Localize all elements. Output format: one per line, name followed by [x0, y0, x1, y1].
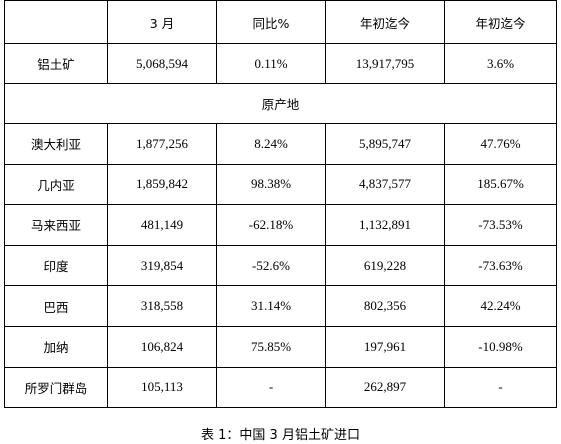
- table-row: 巴西 318,558 31.14% 802,356 42.24%: [4, 285, 557, 327]
- column-header: [4, 0, 108, 44]
- table-cell: 31.14%: [216, 285, 326, 327]
- table-cell: -73.53%: [444, 204, 557, 246]
- table-cell: 802,356: [325, 285, 445, 327]
- row-label: 巴西: [4, 285, 108, 327]
- table-cell: 13,917,795: [325, 43, 445, 84]
- row-label: 印度: [4, 244, 108, 287]
- total-row: 铝土矿 5,068,594 0.11% 13,917,795 3.6%: [4, 43, 557, 84]
- table-row: 澳大利亚 1,877,256 8.24% 5,895,747 47.76%: [4, 123, 557, 165]
- table-cell: 1,859,842: [107, 163, 217, 206]
- table-cell: 8.24%: [216, 123, 326, 165]
- column-header: 年初迄今: [325, 0, 445, 44]
- table-cell: 319,854: [107, 244, 217, 287]
- table-row: 加纳 106,824 75.85% 197,961 -10.98%: [4, 325, 557, 368]
- row-label: 加纳: [4, 325, 108, 368]
- row-label: 所罗门群岛: [4, 366, 108, 409]
- table-cell: -: [444, 366, 557, 409]
- table-row: 印度 319,854 -52.6% 619,228 -73.63%: [4, 244, 557, 287]
- table-cell: 1,132,891: [325, 204, 445, 246]
- column-header: 3 月: [107, 0, 217, 44]
- table-cell: -52.6%: [216, 244, 326, 287]
- table-cell: -73.63%: [444, 244, 557, 287]
- table-cell: 5,068,594: [107, 43, 217, 84]
- table-cell: 197,961: [325, 325, 445, 368]
- table-row: 所罗门群岛 105,113-262,897-: [4, 366, 557, 409]
- table-row: 马来西亚 481,149 -62.18% 1,132,891 -73.53%: [4, 204, 557, 246]
- table-cell: 5,895,747: [325, 123, 445, 165]
- table-cell: 3.6%: [444, 43, 557, 84]
- table-cell: 1,877,256: [107, 123, 217, 165]
- table-cell: 481,149: [107, 204, 217, 246]
- table-cell: 47.76%: [444, 123, 557, 165]
- section-row: 原产地: [4, 83, 557, 124]
- table-cell: 318,558: [107, 285, 217, 327]
- table-cell: 0.11%: [216, 43, 326, 84]
- table-cell: -: [216, 366, 326, 409]
- row-label: 几内亚: [4, 163, 108, 206]
- table-cell: 262,897: [325, 366, 445, 409]
- header-row: 3 月同比% 年初迄今 年初迄今: [4, 0, 557, 44]
- table-cell: 75.85%: [216, 325, 326, 368]
- section-label: 原产地: [4, 83, 557, 124]
- row-label: 铝土矿: [4, 43, 108, 84]
- row-label: 马来西亚: [4, 204, 108, 246]
- table-caption: 表 1：中国 3 月铝土矿进口: [201, 428, 360, 443]
- table-cell: 42.24%: [444, 285, 557, 327]
- table-cell: 106,824: [107, 325, 217, 368]
- table-row: 几内亚 1,859,842 98.38% 4,837,577 185.67%: [4, 163, 557, 206]
- table-cell: 619,228: [325, 244, 445, 287]
- bauxite-import-table: 3 月同比% 年初迄今 年初迄今 铝土矿 5,068,594 0.11% 13,917,79…: [4, 0, 557, 409]
- column-header: 年初迄今: [444, 0, 557, 44]
- table-cell: -62.18%: [216, 204, 326, 246]
- table-cell: 105,113: [107, 366, 217, 409]
- row-label: 澳大利亚: [4, 123, 108, 165]
- table-cell: 185.67%: [444, 163, 557, 206]
- table-cell: -10.98%: [444, 325, 557, 368]
- table-cell: 4,837,577: [325, 163, 445, 206]
- column-header: 同比%: [216, 0, 326, 44]
- table-cell: 98.38%: [216, 163, 326, 206]
